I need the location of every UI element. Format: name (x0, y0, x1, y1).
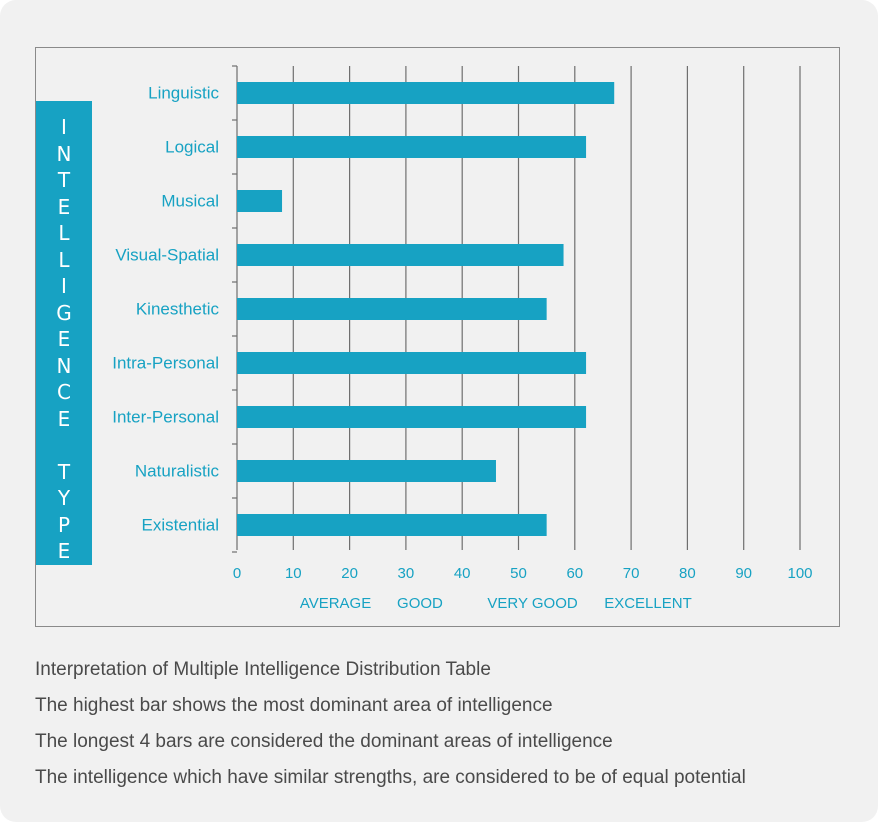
category-label: Intra-Personal (112, 354, 219, 373)
chart-frame (35, 47, 840, 627)
y-axis-title-letter: L (58, 247, 70, 272)
interpretation-line: The intelligence which have similar stre… (35, 767, 746, 788)
y-axis-title-letter: T (57, 459, 71, 484)
category-label: Musical (161, 192, 219, 211)
y-axis-title-letter: E (57, 539, 71, 563)
bar (237, 514, 547, 536)
x-tick-label: 70 (623, 565, 640, 582)
interpretation-title: Interpretation of Multiple Intelligence … (35, 659, 491, 680)
y-axis-title-letter: I (61, 274, 67, 298)
y-axis-title-letter: C (57, 380, 71, 404)
y-axis-title-letter: L (58, 221, 70, 245)
x-tick-label: 10 (285, 565, 302, 582)
x-tick-label: 80 (679, 565, 696, 582)
x-tick-label: 20 (341, 565, 358, 582)
x-tick-label: 60 (566, 565, 583, 582)
rating-label: VERY GOOD (487, 595, 577, 612)
bar (237, 460, 496, 482)
x-tick-label: 40 (454, 565, 471, 582)
category-label: Visual-Spatial (115, 246, 219, 265)
x-tick-label: 90 (735, 565, 752, 582)
y-axis-title-letter: E (57, 406, 71, 431)
category-label: Naturalistic (135, 462, 220, 481)
rating-label: GOOD (397, 595, 443, 612)
interpretation-line: The longest 4 bars are considered the do… (35, 731, 613, 752)
y-axis-title-letter: Y (57, 486, 71, 510)
bar (237, 298, 547, 320)
bar (237, 352, 587, 374)
category-label: Kinesthetic (136, 300, 220, 319)
y-axis-title-letter: E (57, 194, 71, 219)
category-label: Logical (165, 138, 219, 157)
y-axis-title-letter: I (61, 115, 67, 139)
y-axis-title-letter: N (56, 141, 72, 166)
bar (237, 244, 564, 266)
bar (237, 406, 587, 428)
y-axis-title-letter: G (56, 300, 72, 325)
x-tick-label: 30 (398, 565, 415, 582)
y-axis-title-letter: T (57, 168, 71, 192)
x-tick-label: 100 (787, 565, 812, 582)
category-label: Inter-Personal (112, 408, 219, 427)
bar (237, 82, 615, 104)
bar (237, 190, 283, 212)
rating-label: AVERAGE (300, 595, 371, 612)
category-label: Existential (142, 516, 219, 535)
rating-label: EXCELLENT (604, 595, 692, 612)
y-axis-title-letter: E (57, 327, 71, 351)
y-axis-title-letter: N (56, 353, 72, 378)
y-axis-title-letter: P (57, 512, 71, 537)
bar (237, 136, 587, 158)
x-tick-label: 0 (233, 565, 241, 582)
interpretation-line: The highest bar shows the most dominant … (35, 695, 553, 716)
x-tick-label: 50 (510, 565, 527, 582)
interpretation-notes: Interpretation of Multiple Intelligence … (35, 656, 746, 800)
category-label: Linguistic (148, 84, 219, 103)
